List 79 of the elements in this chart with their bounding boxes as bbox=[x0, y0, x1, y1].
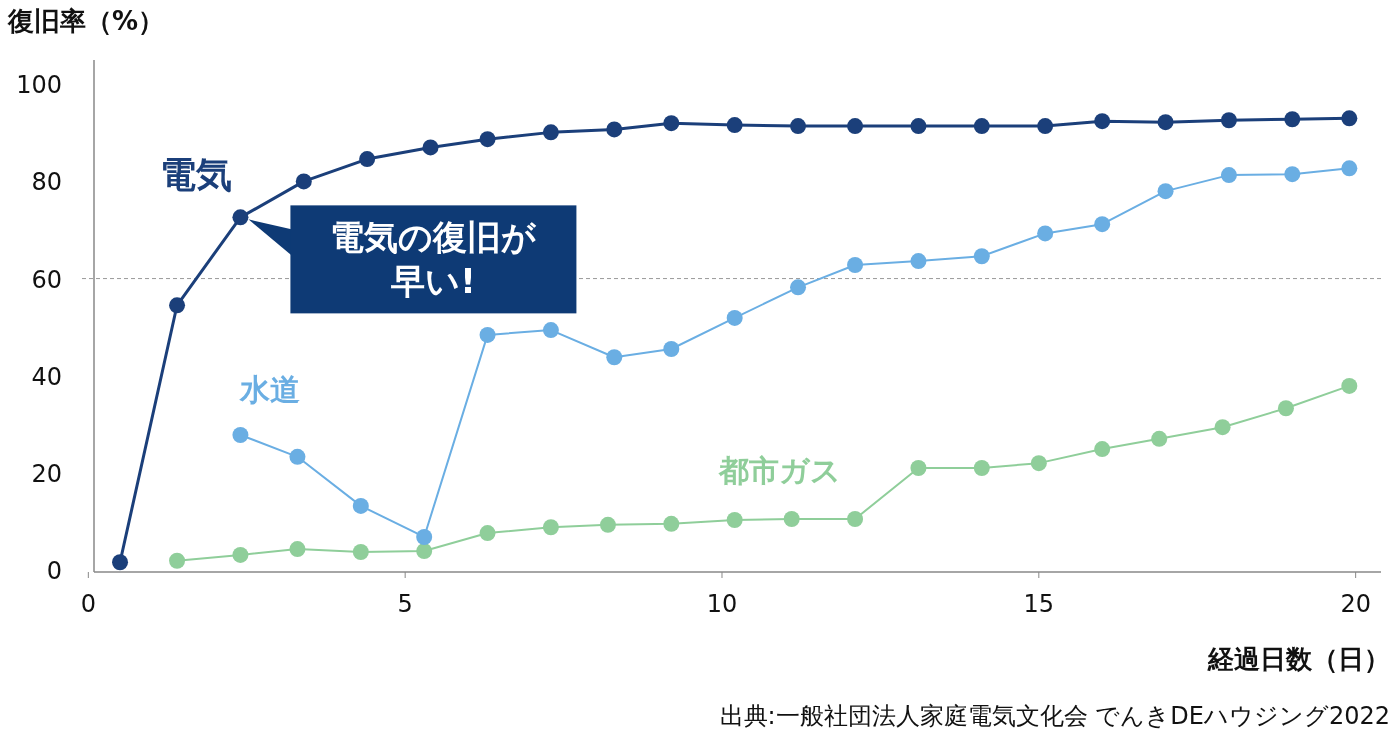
point bbox=[359, 151, 376, 168]
point bbox=[352, 544, 369, 561]
point bbox=[289, 448, 306, 465]
point bbox=[790, 118, 807, 135]
point bbox=[1037, 118, 1054, 135]
point bbox=[1341, 377, 1358, 394]
point bbox=[1277, 400, 1294, 417]
y-tick-label: 0 bbox=[46, 557, 62, 585]
point bbox=[1284, 166, 1301, 183]
point bbox=[1094, 113, 1111, 130]
x-tick-label: 5 bbox=[397, 590, 413, 618]
point bbox=[847, 511, 864, 527]
point bbox=[726, 511, 743, 528]
point bbox=[606, 121, 623, 138]
series-label: 電気 bbox=[160, 154, 233, 196]
point bbox=[1341, 160, 1358, 177]
y-tick-label: 100 bbox=[16, 71, 62, 100]
point bbox=[1220, 167, 1237, 184]
point bbox=[1284, 111, 1301, 128]
point bbox=[352, 497, 369, 514]
point bbox=[422, 139, 439, 156]
y-tick-label: 80 bbox=[31, 168, 62, 197]
point bbox=[295, 173, 312, 190]
point bbox=[416, 528, 433, 545]
point bbox=[1157, 114, 1174, 131]
point bbox=[232, 426, 249, 443]
y-tick-label: 60 bbox=[31, 265, 62, 294]
series-label: 水道 bbox=[239, 371, 301, 407]
point bbox=[232, 546, 249, 563]
point bbox=[847, 118, 864, 135]
point bbox=[416, 543, 433, 560]
point bbox=[606, 349, 623, 366]
point bbox=[1157, 183, 1174, 200]
point bbox=[232, 209, 249, 226]
point bbox=[289, 541, 306, 558]
point bbox=[973, 460, 990, 476]
x-tick-label: 0 bbox=[80, 590, 96, 618]
x-tick-label: 15 bbox=[1023, 590, 1055, 618]
point bbox=[726, 117, 743, 134]
point bbox=[542, 322, 559, 339]
point bbox=[599, 516, 616, 533]
x-tick-label: 10 bbox=[706, 590, 738, 618]
point bbox=[973, 248, 990, 265]
point bbox=[542, 519, 559, 536]
point bbox=[112, 554, 129, 571]
point bbox=[1030, 455, 1047, 472]
source-note: 出典:一般社団法人家庭電気文化会 でんきDEハウジング2022 bbox=[719, 702, 1390, 730]
x-tick-label: 20 bbox=[1340, 590, 1371, 618]
annotation: 電気の復旧が早い! bbox=[330, 217, 538, 302]
point bbox=[479, 525, 496, 542]
point bbox=[910, 460, 927, 476]
y-tick-label: 40 bbox=[31, 362, 62, 391]
point bbox=[663, 341, 680, 357]
point bbox=[790, 279, 807, 296]
point bbox=[1220, 112, 1237, 129]
point bbox=[1214, 419, 1231, 436]
point bbox=[169, 552, 186, 569]
series-label: 都市ガス bbox=[718, 453, 842, 488]
y-tick-label: 20 bbox=[31, 459, 62, 488]
point bbox=[1094, 216, 1111, 233]
point bbox=[479, 131, 496, 148]
point bbox=[169, 297, 186, 314]
point bbox=[910, 253, 927, 270]
point bbox=[1151, 430, 1168, 447]
point bbox=[847, 256, 864, 273]
point bbox=[479, 326, 496, 343]
point bbox=[973, 118, 990, 135]
point bbox=[1341, 110, 1358, 127]
y-axis-title: 復旧率（%） bbox=[7, 6, 165, 36]
x-axis-title: 経過日数（日） bbox=[1207, 644, 1390, 674]
point bbox=[663, 115, 680, 132]
point bbox=[663, 515, 680, 532]
point bbox=[910, 118, 927, 135]
point bbox=[1094, 441, 1111, 458]
point bbox=[542, 124, 559, 141]
point bbox=[1037, 225, 1054, 242]
point bbox=[726, 309, 743, 326]
point bbox=[783, 511, 800, 527]
callout: 電気の復旧が早い! bbox=[248, 205, 577, 314]
